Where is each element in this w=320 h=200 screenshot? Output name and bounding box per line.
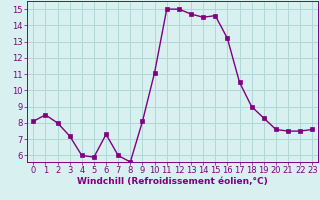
X-axis label: Windchill (Refroidissement éolien,°C): Windchill (Refroidissement éolien,°C)	[77, 177, 268, 186]
